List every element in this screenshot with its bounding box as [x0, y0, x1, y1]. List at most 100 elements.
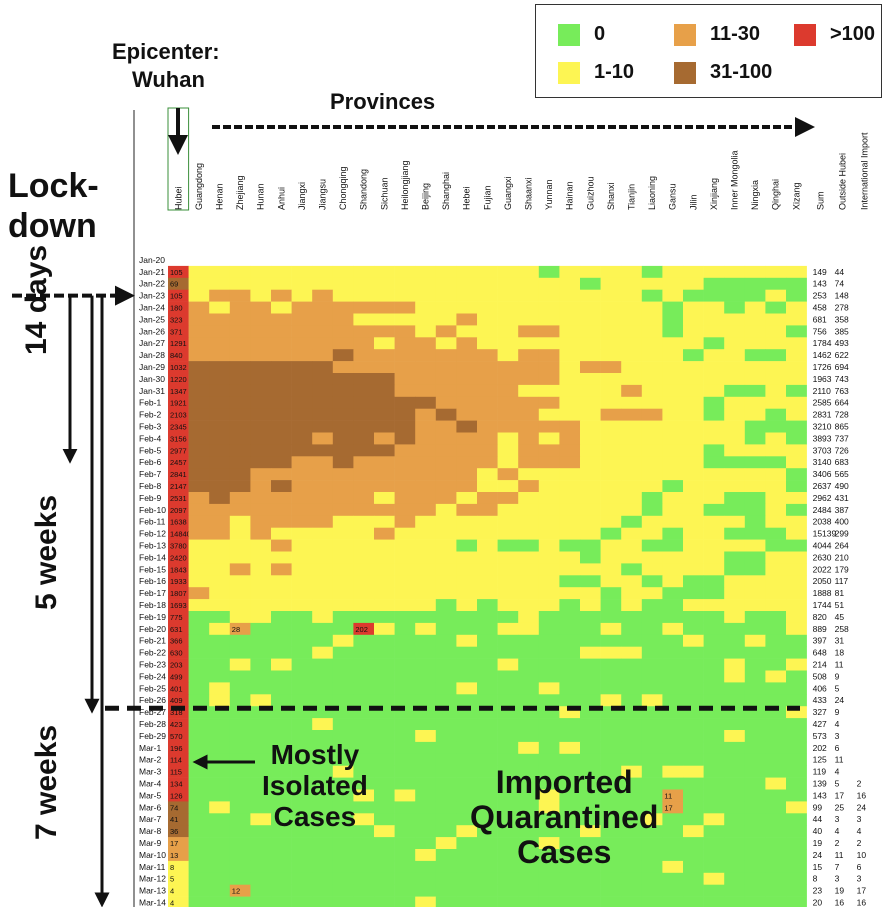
heatmap-cell — [765, 420, 787, 433]
extra-column-value: 400 — [835, 517, 849, 527]
heatmap-cell — [580, 682, 601, 695]
heatmap-cell — [415, 408, 437, 421]
heatmap-cell — [168, 515, 189, 528]
heatmap-cell — [518, 384, 540, 398]
heatmap-cell — [497, 599, 519, 612]
heatmap-cell — [435, 349, 457, 362]
provinces-label: Provinces — [330, 89, 436, 114]
heatmap-cell — [683, 682, 704, 695]
heatmap-cell — [621, 789, 643, 802]
heatmap-cell — [538, 837, 560, 850]
heatmap-cell — [518, 670, 540, 683]
extra-column-value: 15139 — [813, 529, 837, 539]
heatmap-cell — [229, 432, 251, 445]
heatmap-cell — [683, 611, 704, 624]
heatmap-cell — [271, 480, 292, 493]
heatmap-cell — [229, 325, 251, 338]
heatmap-cell — [250, 539, 272, 552]
heatmap-cell — [291, 432, 313, 445]
heatmap-cell — [497, 563, 519, 576]
isolated-cases-label: Mostly Isolated Cases — [262, 739, 368, 832]
heatmap-cell — [580, 587, 601, 600]
legend-item-0: 0 — [558, 23, 605, 46]
heatmap-cell — [229, 539, 251, 552]
heatmap-cell — [600, 468, 622, 481]
heatmap-cell — [271, 289, 292, 302]
heatmap-cell — [538, 408, 560, 421]
heatmap-cell — [703, 254, 725, 267]
heatmap-cell — [683, 718, 704, 731]
heatmap-cell — [271, 575, 292, 588]
heatmap-cell — [209, 265, 231, 279]
heatmap-cell — [353, 551, 375, 564]
heatmap-cell — [374, 622, 395, 636]
heatmap-cell — [415, 503, 437, 517]
heatmap-cell — [559, 515, 581, 528]
heatmap-cell — [456, 777, 478, 790]
heatmap-cell — [168, 468, 189, 481]
row-date-label: Feb-16 — [139, 576, 166, 586]
heatmap-cell — [641, 587, 663, 600]
heatmap-cell — [312, 432, 334, 445]
heatmap-cell — [435, 444, 457, 457]
heatmap-cell — [394, 361, 416, 374]
heatmap-cell — [559, 384, 581, 398]
heatmap-cell — [600, 587, 622, 600]
heatmap-cell — [497, 361, 519, 374]
heatmap-cell — [477, 622, 498, 636]
cell-value: 2841 — [170, 470, 187, 479]
heatmap-cell — [724, 480, 746, 493]
heatmap-cell — [518, 396, 540, 409]
heatmap-cell — [744, 396, 766, 409]
heatmap-cell — [209, 551, 231, 564]
extra-column-value: 726 — [835, 445, 849, 455]
cell-value: 1807 — [170, 589, 187, 598]
heatmap-cell — [312, 634, 334, 647]
heatmap-cell — [497, 646, 519, 659]
heatmap-cell — [394, 432, 416, 445]
heatmap-cell — [291, 611, 313, 624]
heatmap-cell — [374, 789, 395, 802]
cell-value: 1638 — [170, 518, 187, 527]
heatmap-cell — [703, 361, 725, 374]
heatmap-cell — [703, 289, 725, 302]
heatmap-cell — [209, 444, 231, 457]
heatmap-cell — [456, 694, 478, 707]
heatmap-cell — [435, 896, 457, 907]
heatmap-cell — [641, 860, 663, 874]
extra-column-value: 1888 — [813, 588, 832, 598]
heatmap-cell — [662, 611, 684, 624]
heatmap-cell — [786, 277, 807, 290]
heatmap-cell — [291, 634, 313, 647]
heatmap-cell — [332, 682, 354, 695]
heatmap-cell — [250, 563, 272, 576]
heatmap-cell — [250, 492, 272, 505]
heatmap-cell — [353, 289, 375, 302]
heatmap-cell — [229, 765, 251, 778]
heatmap-cell — [765, 432, 787, 445]
row-date-label: Mar-12 — [139, 874, 166, 884]
heatmap-cell — [600, 789, 622, 802]
heatmap-cell — [744, 456, 766, 469]
heatmap-cell — [744, 420, 766, 433]
heatmap-cell — [415, 456, 437, 469]
epicenter-label: Epicenter: — [112, 39, 220, 64]
heatmap-cell — [600, 837, 622, 850]
column-label: Xinjiang — [709, 178, 719, 210]
heatmap-cell — [580, 456, 601, 469]
heatmap-cell — [291, 718, 313, 731]
heatmap-cell — [621, 361, 643, 374]
heatmap-cell — [168, 480, 189, 493]
heatmap-cell — [744, 765, 766, 778]
heatmap-cell — [188, 254, 210, 267]
column-label: Shaanxi — [524, 177, 534, 210]
heatmap-cell — [724, 337, 746, 350]
heatmap-cell — [374, 884, 395, 897]
heatmap-cell — [559, 670, 581, 683]
heatmap-cell — [518, 254, 540, 267]
heatmap-cell — [477, 801, 498, 814]
heatmap-cell — [518, 527, 540, 540]
heatmap-cell — [744, 337, 766, 350]
heatmap-cell — [332, 730, 354, 743]
